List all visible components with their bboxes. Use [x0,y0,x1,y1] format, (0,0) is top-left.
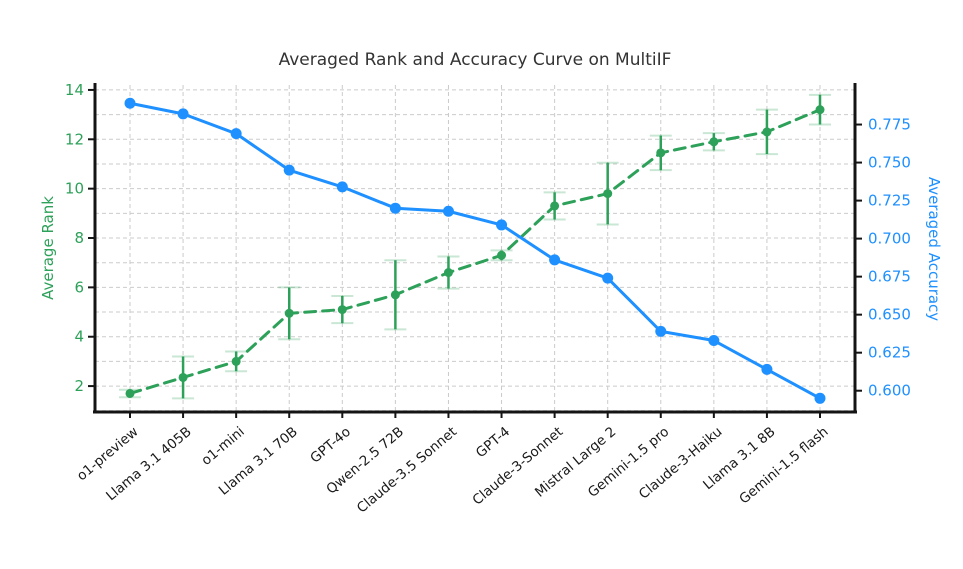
rank-point [284,308,294,318]
x-tick-label: GPT-4o [307,424,354,467]
right-axis-label: Averaged Accuracy [925,176,943,322]
right-tick-label: 0.700 [868,230,911,248]
left-tick-label: 6 [74,278,84,296]
rank-point [125,388,135,398]
rank-point [337,305,347,315]
left-tick-label: 10 [65,180,84,198]
accuracy-point [124,97,136,109]
right-tick-label: 0.625 [868,344,911,362]
rank-point [390,290,400,300]
x-tick-label: Claude-3-Sonnet [470,424,567,509]
left-tick-label: 14 [65,81,84,99]
right-tick-label: 0.750 [868,154,911,172]
right-tick-label: 0.600 [868,382,911,400]
rank-point [656,148,666,158]
chart-title: Averaged Rank and Accuracy Curve on Mult… [278,50,672,70]
rank-point [550,201,560,211]
accuracy-point [283,164,295,176]
rank-point [231,356,241,366]
right-tick-label: 0.650 [868,306,911,324]
accuracy-point [389,202,401,214]
accuracy-point [602,272,614,284]
accuracy-point [177,108,189,120]
accuracy-line [129,101,821,400]
left-tick-label: 12 [65,130,84,148]
accuracy-point [336,181,348,193]
accuracy-point [655,325,667,337]
right-tick-label: 0.725 [868,192,911,210]
rank-point [815,105,825,115]
left-tick-label: 4 [74,328,84,346]
x-tick-label: o1-mini [198,424,247,469]
accuracy-point [496,219,508,231]
x-tick-label: Claude-3.5 Sonnet [354,424,460,517]
left-tick-label: 8 [74,229,84,247]
rank-point [178,372,188,382]
accuracy-point [230,128,242,140]
left-axis-label: Average Rank [39,196,57,300]
rank-point [709,137,719,147]
accuracy-point [549,254,561,266]
x-tick-label: Gemini-1.5 flash [736,424,831,508]
rank-point [497,250,507,260]
rank-point [603,189,613,199]
right-tick-label: 0.775 [868,116,911,134]
accuracy-point [708,335,720,347]
rank-point [762,127,772,137]
accuracy-point [442,205,454,217]
right-tick-label: 0.675 [868,268,911,286]
x-tick-label: GPT-4 [473,424,513,461]
left-tick-label: 2 [74,377,84,395]
accuracy-point [761,363,773,375]
rank-point [443,268,453,278]
accuracy-point [814,392,826,404]
